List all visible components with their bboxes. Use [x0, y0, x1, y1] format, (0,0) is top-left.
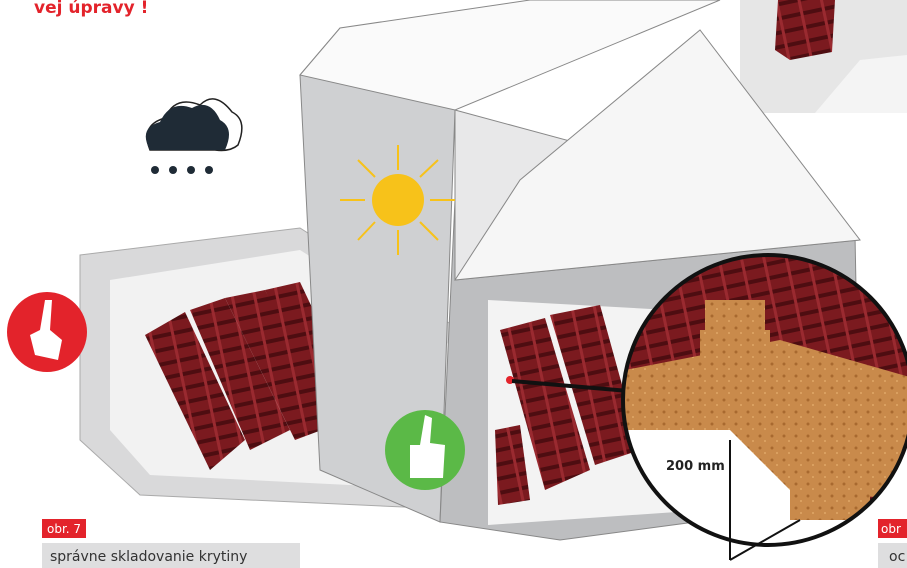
figure-caption-text: správne skladovanie krytiny — [50, 549, 247, 565]
inset-image — [740, 0, 907, 113]
figure-caption-text: oc — [889, 549, 905, 565]
heading: vej úpravy ! — [34, 0, 148, 18]
thumbs-up-icon — [385, 410, 465, 490]
rain-cloud-icon — [145, 98, 243, 174]
figure-caption: obr oc — [878, 519, 907, 568]
figure-caption: obr. 7 správne skladovanie krytiny — [42, 519, 300, 568]
figure-label: obr. 7 — [47, 522, 81, 536]
dimension-label: 200 mm — [666, 459, 725, 474]
warning-hand-icon — [7, 292, 87, 372]
detail-lens: 200 mm — [621, 253, 907, 561]
figure-label: obr — [881, 522, 901, 536]
sun-icon — [340, 145, 455, 255]
